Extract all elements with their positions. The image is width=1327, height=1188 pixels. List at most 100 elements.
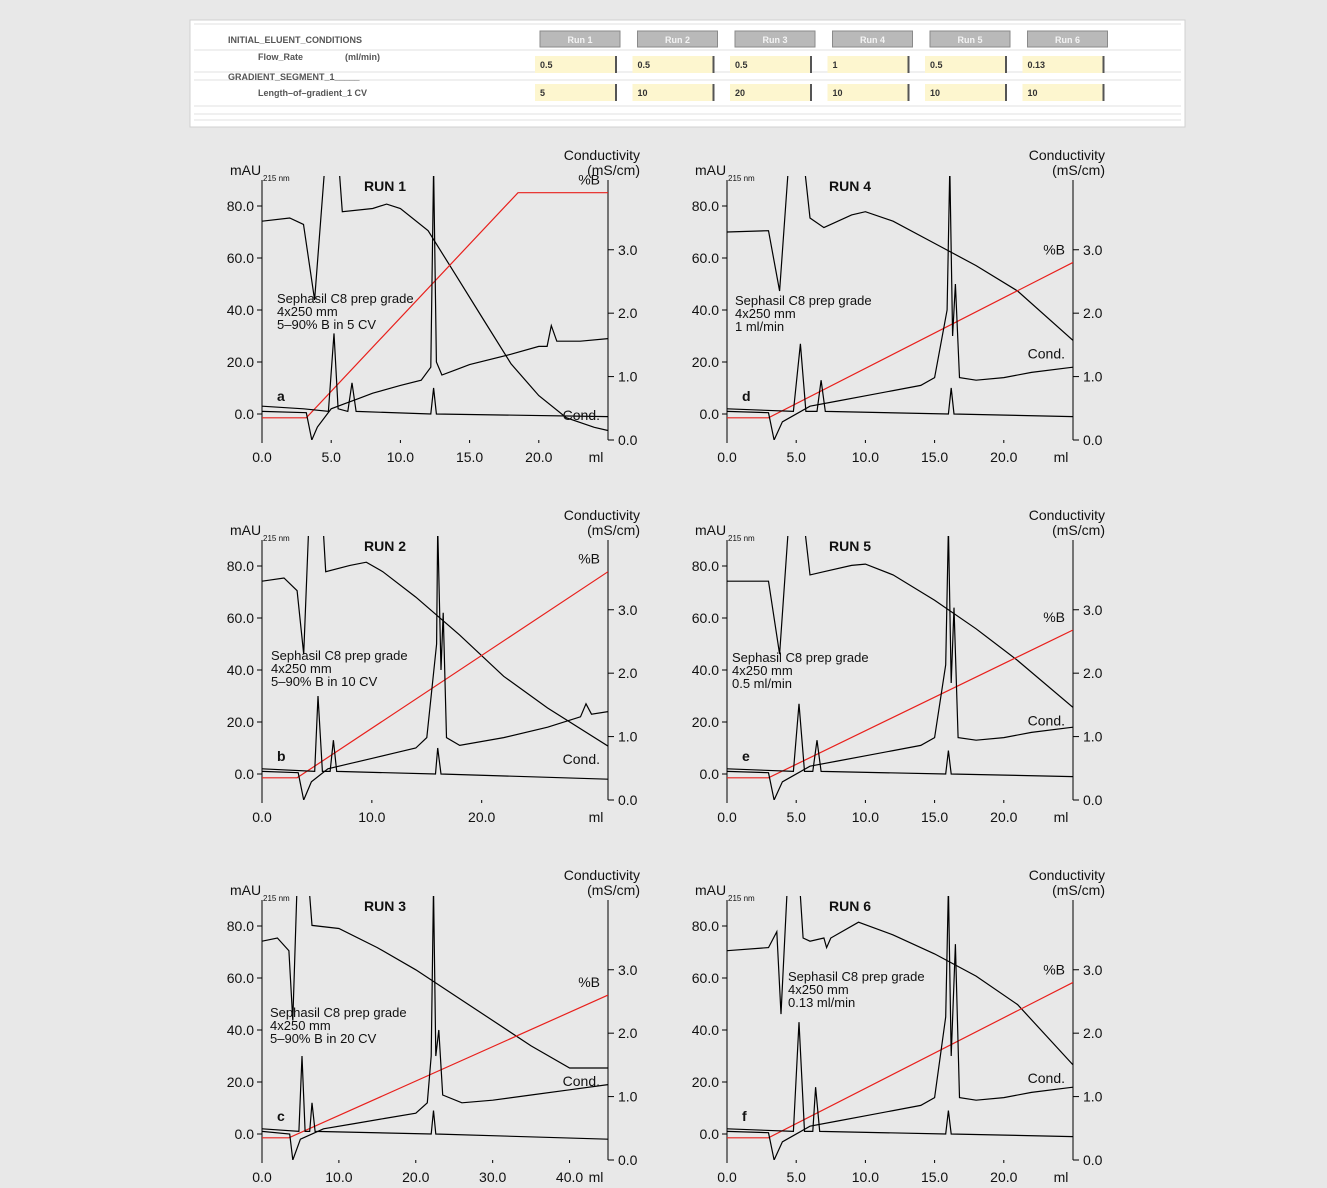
- y2-tick-label: 3.0: [1083, 242, 1103, 258]
- y-tick-label: 40.0: [227, 662, 254, 678]
- table-title: INITIAL_ELUENT_CONDITIONS: [228, 35, 362, 45]
- y2-tick-label: 3.0: [618, 242, 638, 258]
- cell: [535, 84, 615, 101]
- annotation: 5–90% B in 5 CV: [277, 317, 376, 332]
- cell-value: 10: [833, 88, 843, 98]
- y2-axis-label: (mS/cm): [1052, 882, 1105, 898]
- series-label: %B: [1043, 961, 1065, 977]
- column-header: [1027, 30, 1108, 48]
- cell: [925, 84, 1005, 101]
- trace: [262, 176, 608, 440]
- x-tick-label: 5.0: [786, 449, 806, 465]
- x-tick-label: 10.0: [358, 809, 385, 825]
- cell: [730, 56, 810, 73]
- y-tick-label: 60.0: [227, 970, 254, 986]
- annotation: 0.5 ml/min: [732, 676, 792, 691]
- annotation: 4x250 mm: [735, 306, 796, 321]
- y-tick-label: 20.0: [692, 714, 719, 730]
- annotation: Sephasil C8 prep grade: [277, 291, 414, 306]
- trace: [727, 896, 1073, 1066]
- x-tick-label: 0.0: [717, 1169, 737, 1185]
- y-tick-label: 80.0: [227, 918, 254, 934]
- y2-axis-label: Conductivity: [564, 147, 640, 163]
- cell-value: 0.5: [540, 60, 553, 70]
- cell-value: 5: [540, 88, 545, 98]
- annotation: 4x250 mm: [270, 1018, 331, 1033]
- table-rules: [194, 23, 1181, 121]
- y-tick-label: 60.0: [692, 250, 719, 266]
- y-tick-label: 60.0: [227, 610, 254, 626]
- x-tick-label: 20.0: [402, 1169, 429, 1185]
- column-header: [929, 30, 1011, 48]
- trace: [262, 176, 608, 432]
- trace: [262, 571, 608, 779]
- y-axis-label: mAU: [230, 162, 261, 178]
- column-header: [539, 30, 621, 48]
- y2-tick-label: 2.0: [618, 665, 638, 681]
- series-label: Cond.: [563, 407, 600, 423]
- cell-value: 20: [735, 88, 745, 98]
- column-header: [637, 30, 718, 48]
- x-tick-label: 10.0: [852, 1169, 879, 1185]
- y-tick-label: 40.0: [692, 1022, 719, 1038]
- trace: [727, 703, 1073, 778]
- series-label: %B: [578, 172, 600, 188]
- y2-tick-label: 2.0: [618, 305, 638, 321]
- y-tick-label: 0.0: [700, 1126, 720, 1142]
- trace: [727, 343, 1073, 418]
- trace: [727, 536, 1073, 800]
- y2-axis-label: Conductivity: [564, 507, 640, 523]
- y-tick-label: 60.0: [227, 250, 254, 266]
- plot-area: [727, 536, 1073, 800]
- y-tick-label: 60.0: [692, 610, 719, 626]
- cell: [1022, 56, 1103, 73]
- trace: [727, 629, 1073, 779]
- y2-tick-label: 3.0: [1083, 602, 1103, 618]
- y-tick-label: 80.0: [692, 918, 719, 934]
- y2-tick-label: 1.0: [1083, 729, 1103, 745]
- cell: [632, 56, 713, 73]
- panel-label: a: [277, 388, 285, 404]
- cell-value: 1: [833, 60, 838, 70]
- cell-value: 0.13: [1028, 60, 1046, 70]
- x-tick-label: 5.0: [786, 1169, 806, 1185]
- annotation: Sephasil C8 prep grade: [732, 650, 869, 665]
- x-tick-label: 0.0: [717, 449, 737, 465]
- x-tick-label: 15.0: [921, 449, 948, 465]
- y2-axis-label: Conductivity: [1029, 507, 1105, 523]
- y2-tick-label: 2.0: [1083, 305, 1103, 321]
- chart-title: RUN 3: [364, 898, 406, 914]
- trace: [262, 896, 608, 1160]
- x-tick-label: 10.0: [852, 449, 879, 465]
- panel-label: f: [742, 1108, 747, 1124]
- cell-value: 10: [1028, 88, 1038, 98]
- trace: [262, 695, 608, 780]
- column-header-label: Run 2: [665, 35, 690, 45]
- y-tick-label: 40.0: [227, 1022, 254, 1038]
- y-tick-label: 20.0: [227, 1074, 254, 1090]
- y2-axis-label: Conductivity: [564, 867, 640, 883]
- y2-tick-label: 2.0: [1083, 1025, 1103, 1041]
- x-tick-label: 20.0: [525, 449, 552, 465]
- y-tick-label: 20.0: [692, 1074, 719, 1090]
- y2-axis-label: (mS/cm): [587, 522, 640, 538]
- panel-label: c: [277, 1108, 285, 1124]
- y-tick-label: 0.0: [235, 406, 255, 422]
- y-axis-label: mAU: [695, 522, 726, 538]
- chart-title: RUN 2: [364, 538, 406, 554]
- chart-title: RUN 1: [364, 178, 406, 194]
- y-tick-label: 40.0: [227, 302, 254, 318]
- column-header-label: Run 1: [567, 35, 592, 45]
- series-label: %B: [578, 974, 600, 990]
- y-tick-label: 80.0: [692, 198, 719, 214]
- annotation: 5–90% B in 10 CV: [271, 674, 378, 689]
- x-tick-label: 0.0: [252, 1169, 272, 1185]
- column-header-label: Run 6: [1055, 35, 1080, 45]
- panel-label: b: [277, 748, 286, 764]
- trace: [262, 192, 608, 419]
- cell: [827, 56, 908, 73]
- annotation: 0.13 ml/min: [788, 995, 855, 1010]
- y-axis-label-subscript: 215 nm: [263, 534, 290, 543]
